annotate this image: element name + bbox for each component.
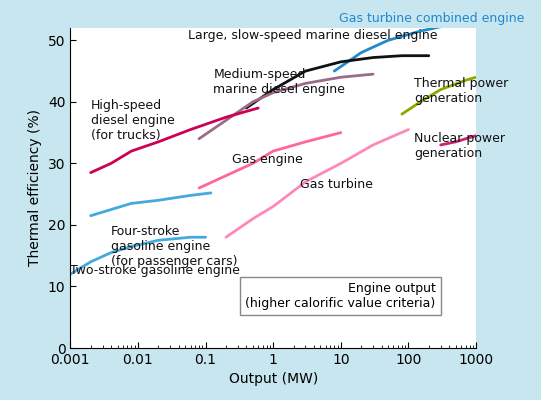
Text: Medium-speed
marine diesel engine: Medium-speed marine diesel engine xyxy=(213,68,345,96)
X-axis label: Output (MW): Output (MW) xyxy=(229,372,318,386)
Text: Gas turbine: Gas turbine xyxy=(300,178,373,191)
Text: Four-stroke
gasoline engine
(for passenger cars): Four-stroke gasoline engine (for passeng… xyxy=(111,225,237,268)
Text: Gas turbine combined engine: Gas turbine combined engine xyxy=(339,12,525,25)
Text: Two-stroke gasoline engine: Two-stroke gasoline engine xyxy=(70,264,240,277)
Text: Gas engine: Gas engine xyxy=(233,154,304,166)
Text: High-speed
diesel engine
(for trucks): High-speed diesel engine (for trucks) xyxy=(91,99,174,142)
Text: Thermal power
generation: Thermal power generation xyxy=(414,77,508,105)
Y-axis label: Thermal efficiency (%): Thermal efficiency (%) xyxy=(28,110,42,266)
Text: Nuclear power
generation: Nuclear power generation xyxy=(414,132,505,160)
Text: Engine output
(higher calorific value criteria): Engine output (higher calorific value cr… xyxy=(245,282,436,310)
Text: Large, slow-speed marine diesel engine: Large, slow-speed marine diesel engine xyxy=(188,28,438,42)
